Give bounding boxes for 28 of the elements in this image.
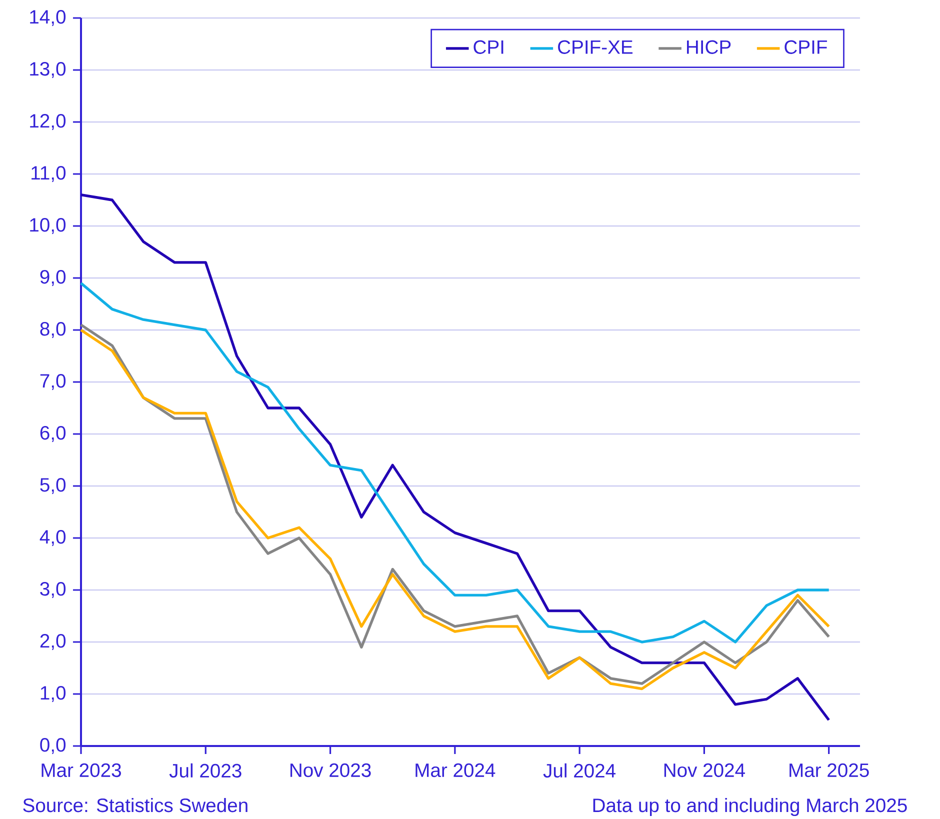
y-tick-label: 7,0	[40, 374, 66, 390]
y-tick-label: 3,0	[40, 582, 66, 598]
text: Data up to and including March 2025	[593, 798, 907, 816]
x-tick-label: Mar 2023	[42, 763, 121, 778]
y-tick-label: 6,0	[40, 426, 66, 442]
x-tick-label: Nov 2023	[290, 763, 371, 778]
y-tick-label: 4,0	[40, 530, 66, 546]
x-tick-label: Mar 2024	[416, 763, 496, 778]
y-tick-label: 2,0	[40, 634, 66, 650]
y-tick-label: 10,0	[30, 218, 66, 234]
legend-label: CPIF	[784, 40, 827, 54]
x-tick-label: Jul 2023	[169, 763, 242, 778]
x-tick-label: Jul 2024	[543, 763, 616, 778]
y-tick-label: 13,0	[30, 62, 66, 78]
y-tick-label: 12,0	[30, 114, 66, 130]
x-tick-label: Mar 2025	[790, 763, 869, 778]
source-note: Source: Statistics Sweden	[23, 798, 248, 812]
y-tick-label: 1,0	[40, 686, 66, 702]
y-tick-label: 14,0	[30, 10, 66, 26]
legend-label: HICP	[687, 40, 731, 54]
y-tick-label: 0,0	[40, 738, 66, 754]
legend-label: CPI	[474, 40, 504, 54]
y-tick-label: 11,0	[32, 166, 66, 182]
x-tick-label: Nov 2024	[664, 763, 745, 778]
y-tick-label: 9,0	[40, 270, 66, 286]
legend-label: CPIF-XE	[558, 40, 633, 54]
y-tick-label: 5,0	[40, 478, 66, 494]
y-tick-label: 8,0	[40, 322, 66, 338]
